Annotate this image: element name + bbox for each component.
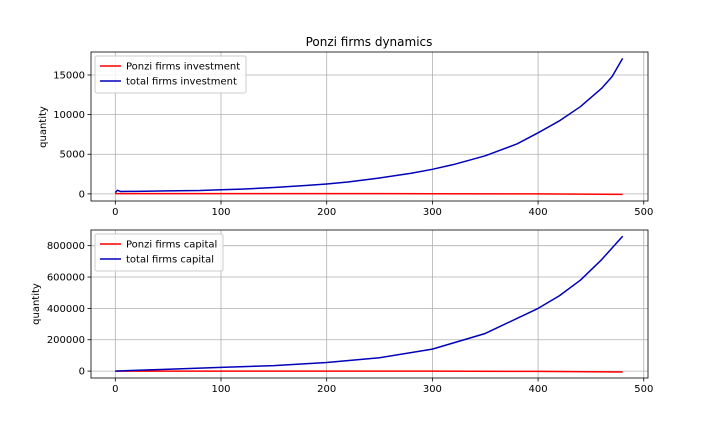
y-tick-label: 10000 — [53, 110, 85, 121]
legend-box — [94, 55, 247, 94]
capital-chart: 0 100 200 300 400 500 0 200000 400000 600000 80000… — [31, 229, 653, 395]
x-tick-label: 0 — [112, 207, 118, 218]
y-tick-label: 200000 — [47, 335, 85, 346]
x-tick-label: 100 — [211, 207, 230, 218]
series-line-0 — [115, 370, 623, 373]
legend-entry: total firms capital — [126, 255, 214, 266]
x-tick-label: 500 — [634, 384, 653, 395]
y-axis-label: quantity — [31, 283, 42, 325]
plot-frame — [90, 229, 649, 379]
x-tick-label: 200 — [317, 384, 336, 395]
y-tick-label: 0 — [79, 367, 85, 378]
y-tick-label: 5000 — [60, 150, 85, 161]
x-tick-label: 500 — [634, 207, 653, 218]
x-tick-label: 0 — [112, 384, 118, 395]
y-tick-label: 15000 — [53, 70, 85, 81]
x-tick-label: 300 — [423, 384, 442, 395]
x-tick-label: 200 — [317, 207, 336, 218]
y-axis-label: quantity — [38, 106, 49, 148]
series-line-0 — [115, 192, 623, 196]
plot-frame — [90, 51, 649, 202]
x-tick-label: 100 — [211, 384, 230, 395]
legend: Ponzi firms capital total firms capital — [94, 233, 224, 272]
y-tick-label: 800000 — [47, 241, 85, 252]
y-tick-label: 600000 — [47, 273, 85, 284]
legend-entry: Ponzi firms capital — [126, 240, 217, 251]
legend-entry: total firms investment — [126, 77, 237, 88]
legend: Ponzi firms investment total firms invest… — [94, 55, 247, 94]
series-line-1 — [114, 57, 624, 194]
x-tick-label: 300 — [423, 207, 442, 218]
y-tick-label: 0 — [79, 189, 85, 200]
investment-chart: Ponzi firms dynamics 0 100 200 300 400 500050… — [38, 35, 653, 218]
x-tick-label: 400 — [529, 207, 548, 218]
legend-box — [94, 233, 224, 272]
series-line-1 — [115, 235, 624, 372]
x-tick-label: 400 — [529, 384, 548, 395]
y-tick-label: 400000 — [47, 304, 85, 315]
legend-entry: Ponzi firms investment — [126, 62, 240, 73]
chart-title: Ponzi firms dynamics — [306, 35, 433, 49]
